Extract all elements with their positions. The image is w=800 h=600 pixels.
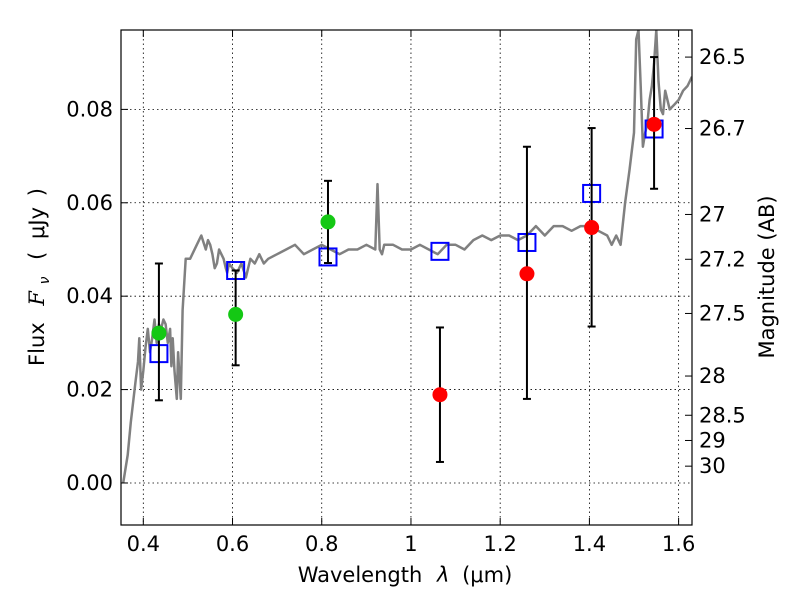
data-point xyxy=(432,387,448,403)
x-tick-label: 0.4 xyxy=(127,532,160,556)
data-point xyxy=(228,306,244,322)
y-axis-label-units: μJy xyxy=(25,207,49,239)
grid-lines xyxy=(121,30,692,525)
y-tick-label: 0.00 xyxy=(66,471,113,495)
plot-area xyxy=(121,30,692,484)
y-tick-label: 0.06 xyxy=(66,191,113,215)
x-tick-label: 1.2 xyxy=(483,532,516,556)
magnitude-tick-label: 28.5 xyxy=(699,403,746,427)
data-point xyxy=(151,325,167,341)
y-tick-label: 0.04 xyxy=(66,284,113,308)
magnitude-tick-label: 30 xyxy=(699,454,726,478)
x-axis-label-units: (μm) xyxy=(462,563,512,587)
data-point xyxy=(320,214,336,230)
magnitude-tick-label: 27.5 xyxy=(699,301,746,325)
x-tick-label: 1.4 xyxy=(573,532,606,556)
x-tick-label: 0.6 xyxy=(216,532,249,556)
y-tick-label: 0.02 xyxy=(66,378,113,402)
magnitude-tick-label: 26.5 xyxy=(699,45,746,69)
x-tick-label: 1.6 xyxy=(662,532,695,556)
model-spectrum-line xyxy=(121,30,692,484)
y-axis-label-subscript: ν xyxy=(37,276,53,284)
data-point xyxy=(519,266,535,282)
y-tick-label: 0.08 xyxy=(66,97,113,121)
magnitude-tick-label: 27.2 xyxy=(699,247,746,271)
magnitude-tick-label: 29 xyxy=(699,428,726,452)
magnitude-tick-label: 28 xyxy=(699,364,726,388)
x-axis-label: Wavelength λ (μm) xyxy=(298,563,513,587)
plot-frame xyxy=(120,29,693,526)
y-axis-label: Flux F ν ( μJy ) xyxy=(25,188,54,366)
x-axis-label-text: Wavelength xyxy=(298,563,423,587)
model-photometry-point xyxy=(430,241,450,261)
x-tick-label: 0.8 xyxy=(305,532,338,556)
x-axis-label-symbol: λ xyxy=(436,563,449,587)
y-axis-label-symbol: F xyxy=(25,290,49,307)
x-tick-label: 1 xyxy=(404,532,417,556)
magnitude-axis-label: Magnitude (AB) xyxy=(755,195,779,358)
data-point xyxy=(646,116,662,132)
magnitude-tick-label: 26.7 xyxy=(699,117,746,141)
data-point xyxy=(584,220,600,236)
y-axis-label-text: Flux xyxy=(25,322,49,366)
axes: 0.4 0.6 0.8 1 1.2 1.4 1.6 0.00 0.02 0.04 0.06 0.08 2… xyxy=(66,29,746,556)
magnitude-tick-label: 27 xyxy=(699,202,726,226)
